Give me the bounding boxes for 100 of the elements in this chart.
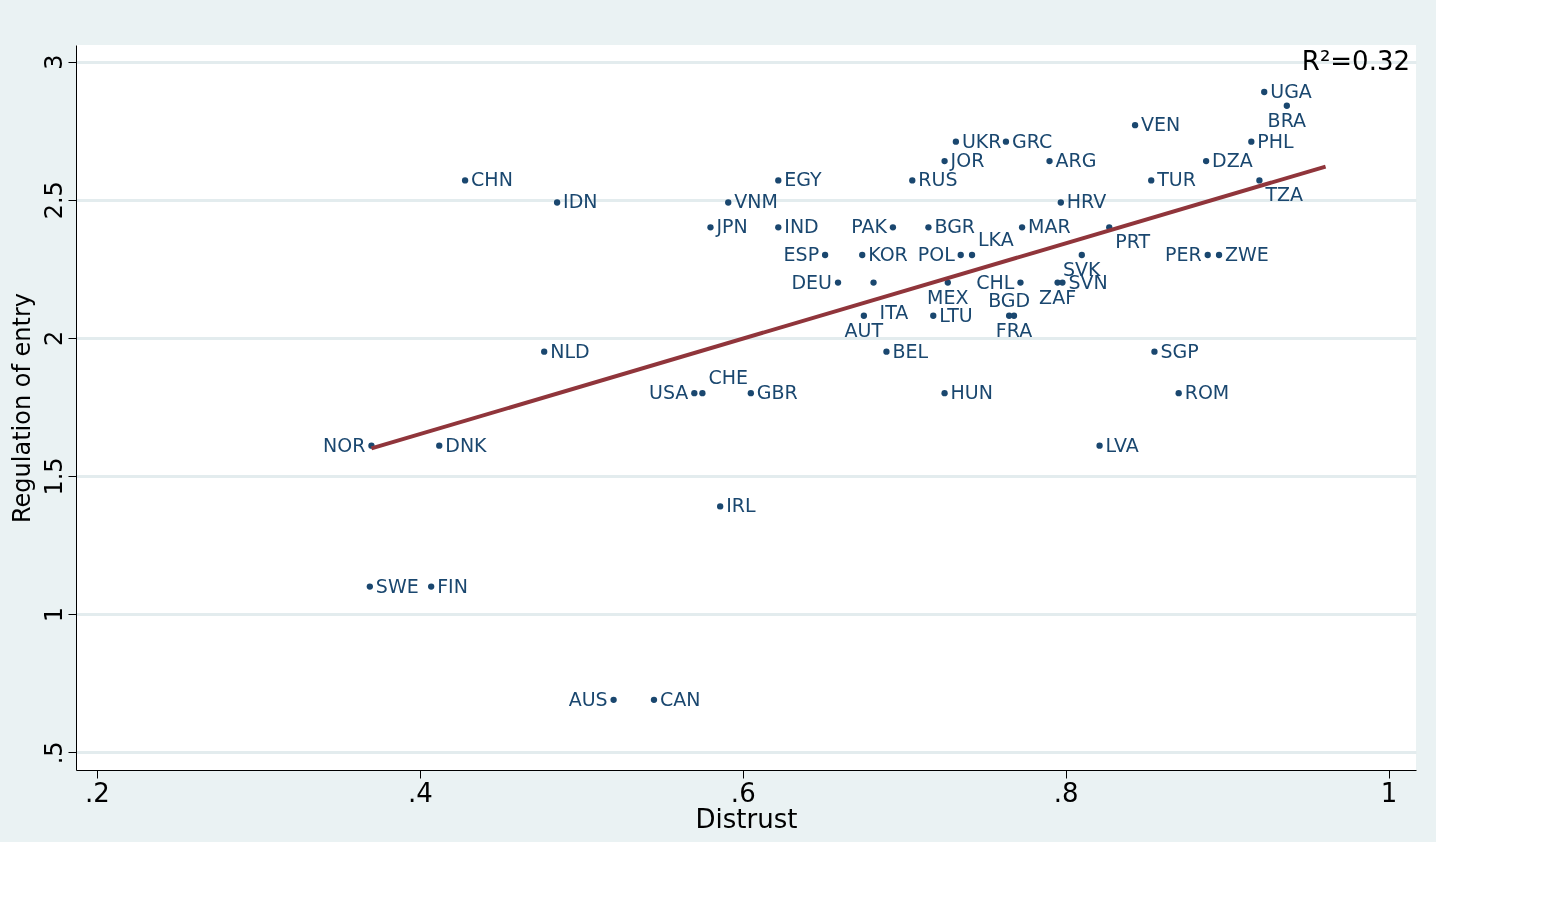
y-axis-title: Regulation of entry <box>7 292 36 524</box>
data-label: IDN <box>563 190 598 213</box>
data-label: HRV <box>1066 190 1107 213</box>
data-label: IRL <box>726 494 756 517</box>
data-label: CAN <box>659 687 701 710</box>
point <box>1046 157 1053 165</box>
data-label: PER <box>1165 242 1202 265</box>
point <box>1202 157 1210 165</box>
data-label: ZWE <box>1225 242 1269 265</box>
data-label: FIN <box>437 574 468 597</box>
point <box>691 389 698 397</box>
point <box>1131 121 1139 129</box>
point <box>775 177 782 184</box>
data-label: TZA <box>1264 183 1304 206</box>
point <box>1078 251 1085 259</box>
point <box>909 177 916 184</box>
point <box>650 696 658 703</box>
point <box>957 251 964 259</box>
point <box>860 312 868 319</box>
point <box>859 251 866 259</box>
point <box>1175 389 1182 397</box>
point <box>699 389 706 397</box>
annotation: R²=0.32 <box>1301 46 1410 76</box>
y-tick-label: 2.5 <box>39 181 68 220</box>
data-label: GBR <box>756 381 798 404</box>
point <box>870 279 877 286</box>
data-label: JPN <box>715 215 748 238</box>
point <box>925 224 932 231</box>
data-label: NOR <box>323 433 366 456</box>
data-label: MAR <box>1028 215 1071 238</box>
point <box>717 503 724 510</box>
point <box>1283 102 1291 109</box>
point <box>553 199 561 206</box>
data-label: CHN <box>471 168 513 191</box>
data-label: HUN <box>950 381 993 404</box>
x-tick-label: .8 <box>1053 777 1079 808</box>
point <box>1148 177 1155 184</box>
y-tick-label: 1 <box>39 607 68 623</box>
point <box>941 389 948 397</box>
data-label: POL <box>917 242 956 265</box>
data-label: AUS <box>568 687 608 710</box>
point <box>366 583 373 590</box>
point <box>1261 88 1268 96</box>
point <box>952 138 960 145</box>
point <box>821 251 829 259</box>
point <box>436 442 443 449</box>
data-label: VEN <box>1141 113 1181 136</box>
data-label: PAK <box>851 215 888 238</box>
data-label: ARG <box>1055 149 1097 172</box>
data-label: KOR <box>868 242 908 265</box>
data-label: PRT <box>1115 230 1151 253</box>
point <box>1096 442 1103 449</box>
point <box>941 157 948 165</box>
data-label: BEL <box>892 339 929 362</box>
data-label: UKR <box>961 129 1002 152</box>
point <box>1057 199 1064 206</box>
point <box>1204 251 1211 259</box>
x-tick-label: .4 <box>407 777 433 808</box>
point <box>1005 312 1013 319</box>
point <box>930 312 937 319</box>
data-label: USA <box>649 381 689 404</box>
point <box>1017 279 1024 286</box>
point <box>725 199 732 206</box>
data-label: DZA <box>1212 149 1253 172</box>
point <box>883 348 890 355</box>
data-label: TUR <box>1156 168 1196 191</box>
data-label: LKA <box>978 227 1014 250</box>
data-label: GRC <box>1011 129 1053 152</box>
point <box>541 348 548 355</box>
point <box>1248 138 1255 145</box>
y-tick-label: .5 <box>39 741 68 765</box>
y-tick-label: 1.5 <box>39 457 68 496</box>
x-tick-label: .2 <box>85 777 110 808</box>
point <box>775 224 782 231</box>
data-label: BRA <box>1267 108 1307 131</box>
point <box>1059 279 1066 286</box>
point <box>707 224 714 231</box>
data-label: ROM <box>1184 381 1230 404</box>
data-label: IND <box>784 215 819 238</box>
point <box>968 251 976 259</box>
point <box>834 279 842 286</box>
data-label: PHL <box>1257 129 1295 152</box>
data-label: CHE <box>708 366 748 389</box>
data-label: VNM <box>734 190 778 213</box>
data-label: EGY <box>784 168 823 191</box>
point <box>889 224 897 231</box>
data-label: LVA <box>1105 433 1139 456</box>
point <box>1256 177 1263 184</box>
point <box>1002 138 1010 145</box>
data-label: FRA <box>995 318 1033 341</box>
data-label: DEU <box>791 270 833 293</box>
y-tick-label: 2 <box>39 330 68 347</box>
point <box>428 583 435 590</box>
point <box>1151 348 1158 355</box>
data-label: SWE <box>375 574 419 597</box>
point <box>1010 312 1018 319</box>
data-label: SGP <box>1160 339 1199 362</box>
point <box>461 177 469 184</box>
point <box>1215 251 1223 259</box>
data-label: UGA <box>1270 79 1312 102</box>
